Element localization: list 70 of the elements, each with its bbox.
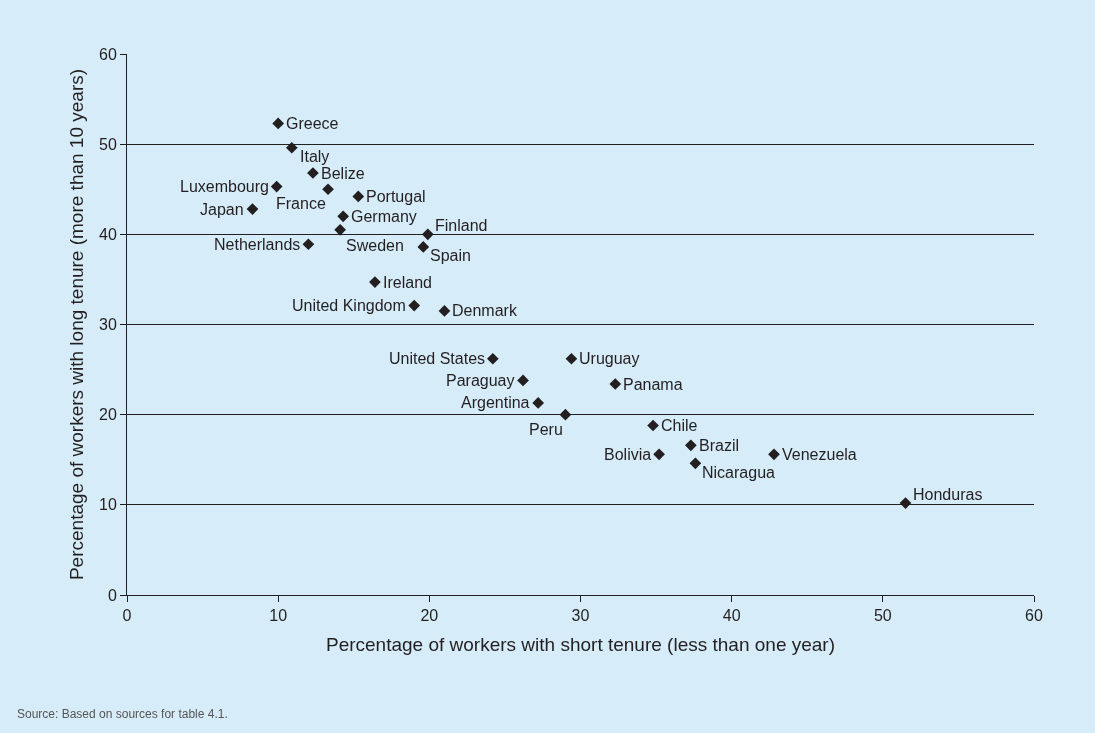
annotation: Luxembourg [180, 178, 269, 195]
point [302, 238, 315, 251]
annotation: Paraguay [446, 372, 515, 389]
annotation: Denmark [452, 302, 518, 319]
annotation: Uruguay [579, 350, 640, 367]
annotation: Panama [623, 376, 683, 393]
annotation: Belize [321, 165, 365, 182]
y-tick-label: 0 [107, 586, 117, 604]
y-tick-label: 40 [99, 225, 117, 243]
point [768, 448, 780, 461]
point [532, 397, 545, 409]
point [352, 190, 365, 203]
annotation: Chile [661, 417, 698, 434]
annotation: Nicaragua [702, 464, 776, 481]
annotation: Greece [286, 115, 339, 132]
point [246, 203, 259, 215]
x-tick-label: 40 [722, 607, 741, 625]
point [647, 419, 659, 432]
point [369, 276, 381, 288]
point [685, 439, 697, 452]
annotation: Finland [435, 217, 488, 234]
x-tick-label: 60 [1025, 607, 1043, 625]
annotation: United Kingdom [292, 297, 406, 314]
annotation: Portugal [366, 188, 426, 205]
point [337, 210, 350, 223]
annotation: Italy [300, 148, 330, 165]
point [421, 228, 434, 241]
annotation: Spain [430, 247, 471, 264]
annotation: France [276, 195, 326, 212]
y-tick-label: 30 [99, 316, 117, 334]
x-tick-label: 20 [420, 607, 439, 625]
point [559, 408, 572, 421]
point [408, 299, 421, 312]
annotation: Ireland [383, 274, 432, 291]
annotation: Netherlands [214, 236, 301, 253]
annotation: Bolivia [604, 446, 652, 463]
point [322, 183, 334, 196]
point [417, 241, 430, 253]
y-tick-label: 20 [99, 406, 117, 424]
annotation: Germany [351, 208, 417, 225]
annotation: United States [389, 350, 486, 367]
y-tick-label: 60 [99, 45, 117, 63]
x-tick-label: 50 [873, 607, 892, 625]
point [609, 378, 622, 390]
point [334, 223, 346, 236]
annotation: Sweden [346, 237, 404, 254]
point [285, 141, 298, 154]
point [565, 352, 578, 365]
annotation: Peru [529, 421, 563, 438]
point [517, 374, 529, 387]
annotation: Brazil [699, 437, 740, 454]
y-axis-title: Percentage of workers with long tenure (more than 10 years) [65, 68, 87, 581]
annotation: Venezuela [782, 446, 857, 463]
point [653, 448, 665, 461]
y-tick-label: 10 [99, 496, 117, 514]
annotation: Argentina [461, 394, 530, 411]
x-tick-label: 0 [122, 607, 132, 625]
x-axis-title: Percentage of workers with short tenure (less than one year) [325, 634, 836, 655]
y-tick-label: 50 [99, 135, 117, 153]
point [272, 117, 285, 130]
point [438, 305, 451, 317]
annotation: Japan [200, 201, 244, 218]
point [899, 497, 912, 509]
source-note: Source: Based on sources for table 4.1. [17, 707, 228, 721]
annotation: Honduras [913, 486, 983, 503]
x-tick-label: 10 [269, 607, 288, 625]
point [486, 352, 499, 365]
point [270, 180, 283, 193]
point [689, 457, 702, 470]
x-tick-label: 30 [571, 607, 590, 625]
